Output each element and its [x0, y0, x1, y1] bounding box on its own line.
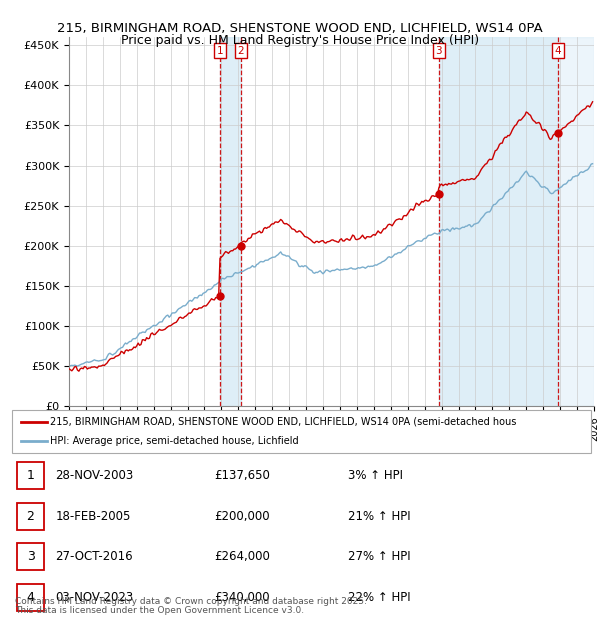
Text: 18-FEB-2005: 18-FEB-2005 — [55, 510, 131, 523]
Text: 4: 4 — [554, 46, 561, 56]
Text: 4: 4 — [26, 591, 34, 604]
Text: £340,000: £340,000 — [215, 591, 270, 604]
Text: 27% ↑ HPI: 27% ↑ HPI — [348, 551, 410, 564]
Text: 2: 2 — [26, 510, 34, 523]
Text: HPI: Average price, semi-detached house, Lichfield: HPI: Average price, semi-detached house,… — [50, 436, 298, 446]
FancyBboxPatch shape — [12, 410, 591, 453]
Bar — [557, 37, 594, 406]
FancyBboxPatch shape — [17, 462, 44, 489]
Text: 21% ↑ HPI: 21% ↑ HPI — [348, 510, 410, 523]
Text: £264,000: £264,000 — [215, 551, 271, 564]
Bar — [439, 37, 557, 406]
FancyBboxPatch shape — [17, 543, 44, 570]
Text: 28-NOV-2003: 28-NOV-2003 — [55, 469, 134, 482]
Text: 22% ↑ HPI: 22% ↑ HPI — [348, 591, 410, 604]
FancyBboxPatch shape — [17, 503, 44, 530]
Text: £200,000: £200,000 — [215, 510, 270, 523]
Text: 27-OCT-2016: 27-OCT-2016 — [55, 551, 133, 564]
Text: 3: 3 — [26, 551, 34, 564]
Text: 3: 3 — [436, 46, 442, 56]
Text: 03-NOV-2023: 03-NOV-2023 — [55, 591, 134, 604]
Text: This data is licensed under the Open Government Licence v3.0.: This data is licensed under the Open Gov… — [15, 606, 304, 615]
Text: 1: 1 — [26, 469, 34, 482]
Text: 1: 1 — [217, 46, 223, 56]
FancyBboxPatch shape — [17, 583, 44, 611]
Text: 3% ↑ HPI: 3% ↑ HPI — [348, 469, 403, 482]
Text: Contains HM Land Registry data © Crown copyright and database right 2025.: Contains HM Land Registry data © Crown c… — [15, 597, 367, 606]
Bar — [220, 37, 241, 406]
Text: Price paid vs. HM Land Registry's House Price Index (HPI): Price paid vs. HM Land Registry's House … — [121, 34, 479, 47]
Text: £137,650: £137,650 — [215, 469, 271, 482]
Text: 215, BIRMINGHAM ROAD, SHENSTONE WOOD END, LICHFIELD, WS14 0PA (semi-detached hou: 215, BIRMINGHAM ROAD, SHENSTONE WOOD END… — [50, 417, 516, 427]
Text: 215, BIRMINGHAM ROAD, SHENSTONE WOOD END, LICHFIELD, WS14 0PA: 215, BIRMINGHAM ROAD, SHENSTONE WOOD END… — [57, 22, 543, 35]
Text: 2: 2 — [238, 46, 244, 56]
